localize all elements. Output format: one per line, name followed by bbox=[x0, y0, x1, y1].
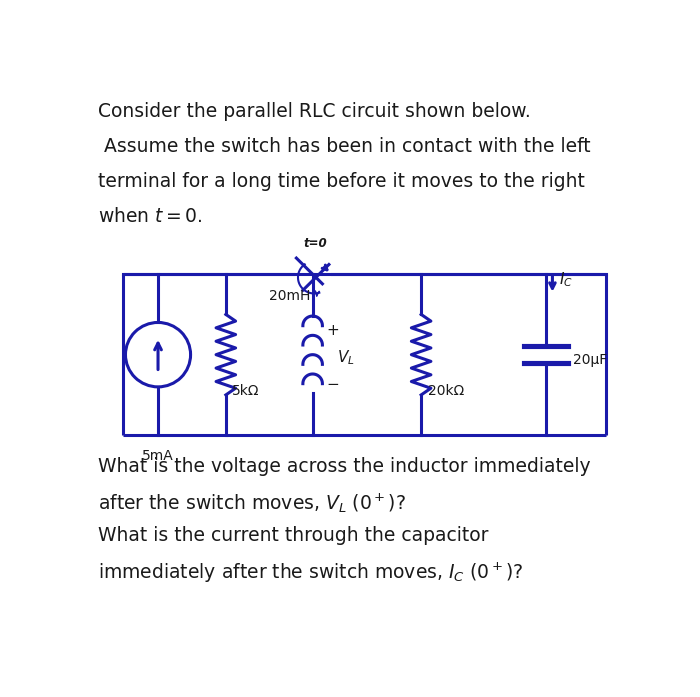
Text: 20kΩ: 20kΩ bbox=[428, 384, 464, 398]
Text: $V_L$: $V_L$ bbox=[337, 348, 355, 367]
Text: Assume the switch has been in contact with the left: Assume the switch has been in contact wi… bbox=[98, 137, 591, 156]
Text: immediately after the switch moves, $I_C$ $(0^+)$?: immediately after the switch moves, $I_C… bbox=[98, 561, 524, 585]
Text: −: − bbox=[326, 376, 339, 392]
Text: What is the current through the capacitor: What is the current through the capacito… bbox=[98, 526, 489, 546]
Text: after the switch moves, $V_L$ $(0^+)$?: after the switch moves, $V_L$ $(0^+)$? bbox=[98, 491, 407, 515]
Text: t=0: t=0 bbox=[304, 237, 327, 250]
Text: +: + bbox=[326, 323, 339, 338]
Text: 20mH: 20mH bbox=[269, 289, 310, 302]
Text: terminal for a long time before it moves to the right: terminal for a long time before it moves… bbox=[98, 172, 585, 191]
Text: when $t = 0$.: when $t = 0$. bbox=[98, 207, 203, 226]
Text: 5mA: 5mA bbox=[142, 449, 174, 463]
Text: What is the voltage across the inductor immediately: What is the voltage across the inductor … bbox=[98, 457, 591, 475]
Text: Consider the parallel RLC circuit shown below.: Consider the parallel RLC circuit shown … bbox=[98, 102, 531, 121]
Text: 20μF: 20μF bbox=[573, 353, 608, 367]
Text: $I_C$: $I_C$ bbox=[559, 270, 573, 289]
Text: 5kΩ: 5kΩ bbox=[232, 384, 260, 398]
